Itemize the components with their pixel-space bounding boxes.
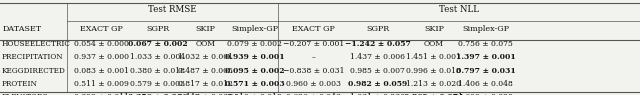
Text: 0.985 ± 0.007: 0.985 ± 0.007 <box>350 67 405 75</box>
Text: Test RMSE: Test RMSE <box>148 6 196 14</box>
Text: PROTEIN: PROTEIN <box>2 80 38 88</box>
Text: SGPR: SGPR <box>366 25 389 33</box>
Text: 1.032 ± 0.001: 1.032 ± 0.001 <box>179 53 233 61</box>
Text: 0.817 ± 0.012: 0.817 ± 0.012 <box>179 80 233 88</box>
Text: 0.447 ± 0.037: 0.447 ± 0.037 <box>179 93 233 95</box>
Text: –: – <box>312 53 316 61</box>
Text: 0.083 ± 0.001: 0.083 ± 0.001 <box>74 67 129 75</box>
Text: −0.838 ± 0.031: −0.838 ± 0.031 <box>283 67 344 75</box>
Text: 0.399 ± 0.011: 0.399 ± 0.011 <box>74 93 129 95</box>
Text: Simplex-GP: Simplex-GP <box>231 25 278 33</box>
Text: 0.960 ± 0.003: 0.960 ± 0.003 <box>286 80 341 88</box>
Text: SKIP: SKIP <box>196 25 216 33</box>
Text: 1.600 ± 0.020: 1.600 ± 0.020 <box>458 93 513 95</box>
Text: 1.213 ± 0.020: 1.213 ± 0.020 <box>406 80 461 88</box>
Text: 0.511 ± 0.009: 0.511 ± 0.009 <box>74 80 129 88</box>
Text: PRECIPITATION: PRECIPITATION <box>2 53 63 61</box>
Text: 0.982 ± 0.059: 0.982 ± 0.059 <box>348 80 407 88</box>
Text: 0.756 ± 0.075: 0.756 ± 0.075 <box>458 40 513 48</box>
Text: 0.579 ± 0.003: 0.579 ± 0.003 <box>131 80 185 88</box>
Text: EXACT GP: EXACT GP <box>292 25 335 33</box>
Text: 0.996 ± 0.013: 0.996 ± 0.013 <box>406 67 461 75</box>
Text: SGPR: SGPR <box>146 25 170 33</box>
Text: 1.031 ± 0.230: 1.031 ± 0.230 <box>350 93 405 95</box>
Text: Test NLL: Test NLL <box>439 6 479 14</box>
Text: KEGGDIRECTED: KEGGDIRECTED <box>2 67 66 75</box>
Text: −1.242 ± 0.057: −1.242 ± 0.057 <box>345 40 410 48</box>
Text: EXACT GP: EXACT GP <box>80 25 122 33</box>
Text: −0.207 ± 0.001: −0.207 ± 0.001 <box>283 40 344 48</box>
Text: 0.095 ± 0.002: 0.095 ± 0.002 <box>225 67 284 75</box>
Text: OOM: OOM <box>424 40 444 48</box>
Text: 0.626 ± 0.043: 0.626 ± 0.043 <box>286 93 341 95</box>
Text: 0.869 ± 0.074: 0.869 ± 0.074 <box>404 93 463 95</box>
Text: 0.797 ± 0.031: 0.797 ± 0.031 <box>456 67 516 75</box>
Text: 1.033 ± 0.004: 1.033 ± 0.004 <box>130 53 186 61</box>
Text: 1.451 ± 0.001: 1.451 ± 0.001 <box>406 53 461 61</box>
Text: SKIP: SKIP <box>424 25 444 33</box>
Text: OOM: OOM <box>196 40 216 48</box>
Text: 0.487 ± 0.005: 0.487 ± 0.005 <box>179 67 233 75</box>
Text: DATASET: DATASET <box>3 25 42 33</box>
Text: ELEVATORS: ELEVATORS <box>2 93 49 95</box>
Text: 0.356 ± 0.006: 0.356 ± 0.006 <box>128 93 188 95</box>
Text: 1.406 ± 0.048: 1.406 ± 0.048 <box>458 80 513 88</box>
Text: 0.079 ± 0.002: 0.079 ± 0.002 <box>227 40 282 48</box>
Text: 0.380 ± 0.018: 0.380 ± 0.018 <box>131 67 185 75</box>
Text: 0.067 ± 0.002: 0.067 ± 0.002 <box>128 40 188 48</box>
Text: Simplex-GP: Simplex-GP <box>462 25 509 33</box>
Text: 1.437 ± 0.006: 1.437 ± 0.006 <box>350 53 405 61</box>
Text: 0.939 ± 0.001: 0.939 ± 0.001 <box>225 53 285 61</box>
Text: 0.054 ± 0.000: 0.054 ± 0.000 <box>74 40 129 48</box>
Text: 1.397 ± 0.001: 1.397 ± 0.001 <box>456 53 516 61</box>
Text: 0.510 ± 0.018: 0.510 ± 0.018 <box>227 93 282 95</box>
Text: 0.571 ± 0.003: 0.571 ± 0.003 <box>225 80 285 88</box>
Text: HOUSEELECTRIC: HOUSEELECTRIC <box>2 40 71 48</box>
Text: 0.937 ± 0.000: 0.937 ± 0.000 <box>74 53 129 61</box>
